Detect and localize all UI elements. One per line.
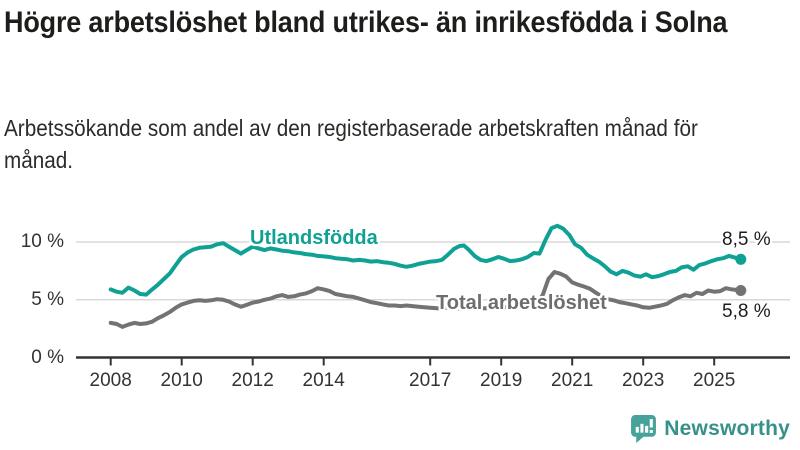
- x-tick-label-2014: 2014: [302, 370, 345, 391]
- end-value-label-utlandsfodda: 8,5 %: [722, 229, 771, 250]
- x-tick-label-2012: 2012: [231, 370, 274, 391]
- series-end-dot-0: [735, 253, 747, 265]
- series-end-dot-1: [735, 285, 747, 296]
- x-tick-label-2025: 2025: [693, 370, 736, 391]
- newsworthy-logo[interactable]: Newsworthy: [631, 415, 790, 443]
- y-tick-label-0: 0 %: [31, 346, 64, 368]
- x-tick-label-2021: 2021: [551, 370, 594, 391]
- series-line-1: [108, 270, 743, 329]
- x-tick-label-2017: 2017: [409, 370, 452, 391]
- page-title: Högre arbetslöshet bland utrikes- än inr…: [4, 6, 728, 39]
- x-tick-label-2019: 2019: [480, 370, 523, 391]
- x-tick-label-2008: 2008: [89, 370, 132, 391]
- x-tick-label-2010: 2010: [160, 370, 203, 391]
- brand-name: Newsworthy: [664, 417, 790, 440]
- y-tick-label-5: 5 %: [31, 288, 64, 310]
- series-line-0: [108, 223, 743, 297]
- series-label-utlandsfodda: Utlandsfödda: [250, 227, 378, 249]
- end-value-label-total: 5,8 %: [722, 301, 771, 322]
- y-tick-label-10: 10 %: [20, 231, 64, 252]
- series-label-total-arbetsloshet: Total arbetslöshet: [436, 292, 607, 314]
- chart-subtitle: Arbetssökande som andel av den registerb…: [4, 115, 698, 173]
- x-tick-label-2023: 2023: [622, 370, 665, 391]
- bar-chart-speech-bubble-icon: [631, 415, 657, 443]
